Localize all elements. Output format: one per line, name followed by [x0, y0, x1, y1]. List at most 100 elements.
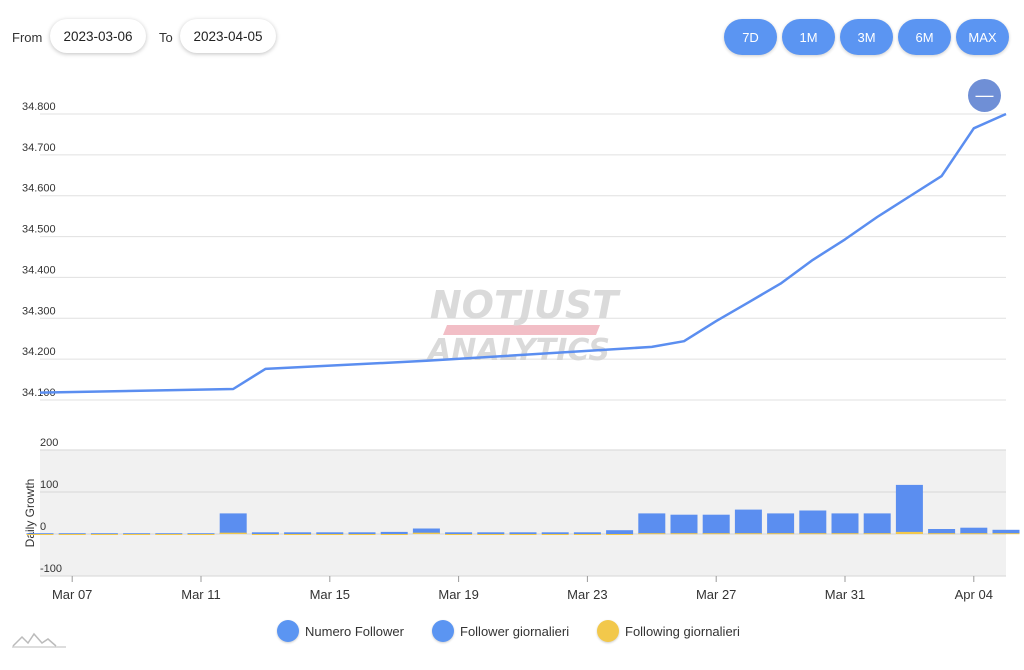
to-date-input[interactable]: 2023-04-05: [180, 19, 276, 53]
legend-item-following-giornalieri[interactable]: Following giornalieri: [597, 620, 740, 642]
range-max-button[interactable]: MAX: [956, 19, 1009, 55]
from-date-input[interactable]: 2023-03-06: [50, 19, 146, 53]
follower-giornalieri-bar: [670, 514, 698, 534]
line-y-tick-label: 34.700: [22, 142, 56, 154]
following-giornalieri-bar: [316, 534, 344, 535]
x-tick-label: Mar 11: [181, 587, 221, 602]
line-y-tick-label: 34.600: [22, 183, 56, 195]
legend-dot-icon: [597, 620, 619, 642]
follower-giornalieri-bar: [155, 533, 183, 535]
following-giornalieri-bar: [509, 534, 537, 535]
range-3m-button[interactable]: 3M: [840, 19, 893, 55]
legend-dot-icon: [432, 620, 454, 642]
following-giornalieri-bar: [284, 534, 312, 535]
x-tick-label: Mar 19: [438, 587, 478, 602]
following-giornalieri-bar: [928, 533, 956, 535]
range-6m-button[interactable]: 6M: [898, 19, 951, 55]
following-giornalieri-bar: [799, 533, 827, 535]
legend-item-numero-follower[interactable]: Numero Follower: [277, 620, 404, 642]
brand-logo-icon: [12, 632, 66, 648]
following-giornalieri-bar: [348, 534, 376, 535]
follower-giornalieri-bar: [928, 529, 956, 534]
x-tick-label: Apr 04: [955, 587, 993, 602]
follower-giornalieri-bar: [573, 532, 601, 534]
follower-giornalieri-bar: [26, 533, 54, 535]
bar-y-tick-label: 0: [40, 521, 46, 533]
range-1m-button[interactable]: 1M: [782, 19, 835, 55]
following-giornalieri-bar: [380, 534, 408, 535]
line-y-tick-label: 34.800: [22, 101, 56, 113]
line-chart-grid: [40, 113, 1006, 401]
line-y-tick-label: 34.400: [22, 264, 56, 276]
follower-giornalieri-bar: [960, 527, 988, 534]
follower-giornalieri-bar: [799, 510, 827, 534]
following-giornalieri-bar: [702, 533, 730, 535]
follower-giornalieri-bar: [90, 533, 118, 535]
x-tick-label: Mar 15: [310, 587, 350, 602]
watermark-line1: NOTJUST: [430, 283, 621, 327]
line-y-tick-label: 34.100: [22, 387, 56, 399]
following-giornalieri-bar: [477, 534, 505, 535]
x-tick-label: Mar 07: [52, 587, 92, 602]
x-tick-label: Mar 27: [696, 587, 736, 602]
bar-y-tick-label: 200: [40, 437, 58, 449]
chart-legend: Numero Follower Follower giornalieri Fol…: [0, 620, 1024, 644]
watermark: NOTJUST ANALYTICS: [426, 283, 621, 368]
legend-dot-icon: [277, 620, 299, 642]
bar-chart-y-ticks: 200 100 0 -100: [40, 437, 62, 575]
follower-giornalieri-bar: [477, 532, 505, 534]
follower-giornalieri-bar: [251, 532, 279, 534]
to-label: To: [159, 30, 173, 45]
bar-chart-background: [40, 450, 1006, 576]
following-giornalieri-bar: [831, 533, 859, 535]
following-giornalieri-bar: [573, 534, 601, 535]
follower-giornalieri-bar: [380, 531, 408, 534]
follower-giornalieri-bar: [187, 533, 215, 535]
follower-giornalieri-bar: [831, 513, 859, 534]
daily-growth-bars: [26, 484, 1020, 535]
follower-giornalieri-bar: [541, 532, 569, 534]
date-range-toolbar: From 2023-03-06 To 2023-04-05 7D 1M 3M 6…: [0, 0, 1024, 75]
follower-giornalieri-bar: [734, 509, 762, 534]
following-giornalieri-bar: [606, 534, 634, 535]
following-giornalieri-bar: [187, 534, 215, 535]
following-giornalieri-bar: [541, 534, 569, 535]
following-giornalieri-bar: [26, 534, 54, 535]
bar-chart-y-axis-label: Daily Growth: [23, 479, 37, 548]
follower-giornalieri-bar: [767, 513, 795, 534]
follower-giornalieri-bar: [895, 484, 923, 534]
following-giornalieri-bar: [960, 533, 988, 535]
legend-label: Following giornalieri: [625, 623, 740, 639]
follower-giornalieri-bar: [58, 533, 86, 535]
following-giornalieri-bar: [412, 532, 440, 534]
follower-giornalieri-bar: [316, 532, 344, 534]
follower-giornalieri-bar: [606, 530, 634, 534]
legend-item-follower-giornalieri[interactable]: Follower giornalieri: [432, 620, 569, 642]
following-giornalieri-bar: [895, 531, 923, 534]
range-7d-button[interactable]: 7D: [724, 19, 777, 55]
following-giornalieri-bar: [992, 533, 1020, 535]
following-giornalieri-bar: [58, 534, 86, 535]
follower-giornalieri-bar: [992, 529, 1020, 534]
follower-giornalieri-bar: [638, 513, 666, 534]
follower-giornalieri-bar: [348, 532, 376, 534]
follower-giornalieri-bar: [863, 513, 891, 534]
x-tick-label: Mar 31: [825, 587, 865, 602]
following-giornalieri-bar: [251, 534, 279, 535]
zoom-out-button[interactable]: —: [968, 79, 1001, 112]
line-y-tick-label: 34.200: [22, 346, 56, 358]
from-label: From: [12, 30, 43, 45]
following-giornalieri-bar: [123, 534, 151, 535]
follower-giornalieri-bar: [702, 514, 730, 534]
x-tick-label: Mar 23: [567, 587, 607, 602]
following-giornalieri-bar: [219, 532, 247, 534]
following-giornalieri-bar: [445, 534, 473, 535]
legend-label: Follower giornalieri: [460, 623, 570, 639]
bar-y-tick-label: -100: [40, 563, 62, 575]
follower-giornalieri-bar: [412, 528, 440, 534]
following-giornalieri-bar: [670, 533, 698, 535]
follower-giornalieri-bar: [445, 532, 473, 534]
follower-giornalieri-bar: [509, 532, 537, 534]
follower-giornalieri-bar: [219, 513, 247, 534]
